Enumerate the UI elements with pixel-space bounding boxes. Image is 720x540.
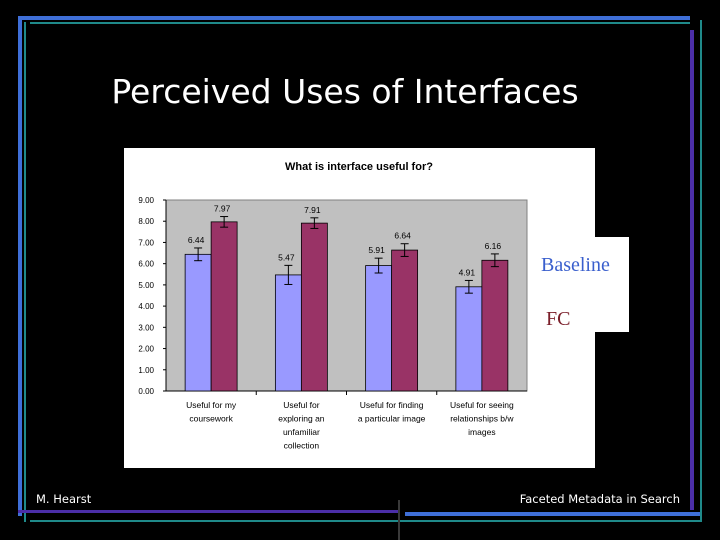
x-category-label: images (468, 427, 495, 437)
frame-line-top-teal (30, 22, 690, 24)
bar-fc-2 (300, 222, 328, 392)
x-category-label: Useful for my (186, 400, 237, 410)
frame-line-bottom-blue (405, 512, 700, 516)
bar-baseline-4 (455, 286, 483, 392)
chart-title: What is interface useful for? (285, 161, 433, 173)
x-category-label: Useful for finding (360, 400, 424, 410)
data-label: 5.91 (368, 245, 385, 255)
data-label: 6.16 (485, 241, 502, 251)
legend-item-fc: FC (546, 308, 571, 330)
legend-item-baseline: Baseline (541, 254, 610, 276)
footer-author: M. Hearst (36, 492, 92, 506)
x-category-label: Useful for (283, 400, 320, 410)
x-category-label: unfamiliar (283, 427, 320, 437)
chart-panel: What is interface useful for? 0.00 1.00 2.0… (124, 148, 595, 468)
data-label: 7.91 (304, 205, 321, 215)
frame-line-left-blue (18, 16, 22, 516)
data-label: 6.44 (188, 235, 205, 245)
data-label: 7.97 (214, 204, 231, 214)
x-category-label: collection (284, 441, 320, 451)
bar-baseline-1 (184, 253, 212, 392)
frame-line-top-blue (18, 16, 690, 20)
x-category-label: coursework (189, 414, 233, 424)
x-category-label: exploring an (278, 414, 325, 424)
y-tick-label: 8.00 (138, 217, 154, 226)
y-tick-label: 1.00 (138, 366, 154, 375)
y-tick-label: 4.00 (138, 302, 154, 311)
x-category-label: a particular image (358, 414, 426, 424)
bar-fc-4 (481, 259, 509, 392)
y-tick-label: 6.00 (138, 260, 154, 269)
bar-chart: What is interface useful for? 0.00 1.00 2.0… (138, 161, 528, 451)
footer-talk-title: Faceted Metadata in Search (519, 492, 680, 506)
y-tick-label: 3.00 (138, 323, 154, 332)
y-tick-label: 7.00 (138, 238, 154, 247)
bar-fc-1 (210, 221, 238, 392)
bar-baseline-3 (365, 265, 393, 392)
x-category-label: relationships b/w (450, 414, 514, 424)
slide-title: Perceived Uses of Interfaces (111, 72, 579, 111)
legend: Baseline FC (531, 237, 629, 332)
frame-line-right-teal (700, 20, 702, 520)
bar-baseline-2 (274, 274, 302, 392)
data-label: 5.47 (278, 252, 295, 262)
y-tick-label: 5.00 (138, 281, 154, 290)
y-tick-label: 9.00 (138, 196, 154, 205)
y-tick-label: 2.00 (138, 345, 154, 354)
frame-line-bottom-divider (398, 500, 400, 540)
frame-line-right-purple (690, 30, 694, 510)
x-category-label: Useful for seeing (450, 400, 514, 410)
frame-line-bottom-teal (30, 520, 702, 522)
data-label: 4.91 (459, 267, 476, 277)
frame-line-bottom-purple (18, 510, 398, 513)
data-label: 6.64 (394, 231, 411, 241)
bar-fc-3 (391, 249, 419, 392)
y-tick-label: 0.00 (138, 387, 154, 396)
frame-line-left-teal (24, 22, 26, 522)
